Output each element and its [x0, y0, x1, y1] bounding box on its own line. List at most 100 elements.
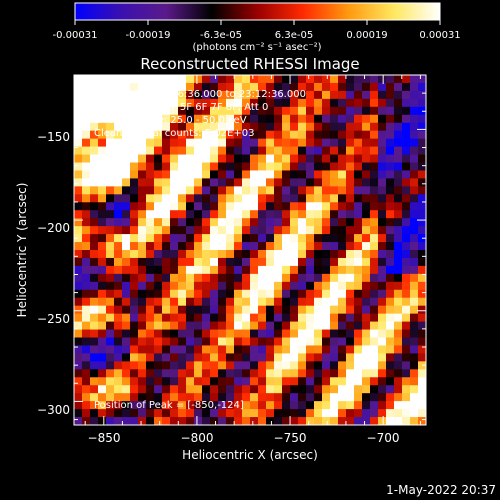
- heatmap-cell: [170, 393, 179, 402]
- heatmap-cell: [90, 409, 99, 418]
- heatmap-cell: [314, 210, 323, 219]
- heatmap-cell: [418, 138, 426, 148]
- heatmap-cell: [418, 114, 426, 124]
- heatmap-cell: [298, 417, 307, 425]
- heatmap-cell: [122, 130, 131, 140]
- heatmap-cell: [98, 345, 107, 354]
- heatmap-cell: [338, 257, 347, 267]
- heatmap-cell: [354, 170, 363, 179]
- heatmap-cell: [122, 273, 131, 283]
- heatmap-cell: [386, 377, 395, 386]
- heatmap-cell: [130, 170, 139, 179]
- heatmap-cell: [106, 361, 115, 370]
- heatmap-cell: [130, 146, 139, 156]
- heatmap-cell: [298, 106, 307, 116]
- heatmap-cell: [394, 90, 403, 100]
- heatmap-cell: [346, 186, 355, 195]
- heatmap-cell: [130, 226, 139, 235]
- heatmap-cell: [146, 106, 155, 116]
- heatmap-cell: [74, 409, 83, 418]
- heatmap-cell: [138, 281, 147, 291]
- heatmap-cell: [362, 281, 371, 291]
- heatmap-cell: [394, 289, 403, 299]
- heatmap-cell: [290, 257, 299, 267]
- heatmap-cell: [114, 122, 123, 132]
- heatmap-cell: [170, 98, 179, 108]
- heatmap-cell: [226, 234, 235, 243]
- heatmap-cell: [370, 281, 379, 291]
- heatmap-cell: [202, 130, 211, 140]
- heatmap-cell: [154, 281, 163, 291]
- heatmap-cell: [226, 321, 235, 331]
- heatmap-cell: [106, 186, 115, 195]
- heatmap-cell: [98, 75, 107, 84]
- heatmap-cell: [242, 321, 251, 331]
- heatmap-cell: [210, 90, 219, 100]
- heatmap-cell: [74, 257, 83, 267]
- heatmap-cell: [354, 329, 363, 339]
- heatmap-cell: [410, 82, 419, 92]
- heatmap-cell: [210, 417, 219, 425]
- heatmap-cell: [74, 234, 83, 243]
- heatmap-cell: [202, 234, 211, 243]
- heatmap-cell: [194, 242, 203, 251]
- heatmap-cell: [242, 257, 251, 267]
- heatmap-cell: [114, 273, 123, 283]
- heatmap-cell: [194, 329, 203, 339]
- heatmap-cell: [154, 353, 163, 362]
- heatmap-cell: [226, 257, 235, 267]
- heatmap-cell: [402, 130, 411, 140]
- heatmap-cell: [386, 122, 395, 132]
- heatmap-cell: [418, 162, 426, 172]
- heatmap-cell: [226, 369, 235, 378]
- heatmap-cell: [178, 385, 187, 394]
- heatmap-cell: [394, 281, 403, 291]
- heatmap-cell: [74, 321, 83, 331]
- heatmap-cell: [242, 98, 251, 108]
- heatmap-cell: [146, 114, 155, 124]
- annotation-time-range: 11-Jul-2004 23:06:36.000 to 23:12:36.000: [94, 89, 306, 100]
- heatmap-cell: [90, 122, 99, 132]
- heatmap-cell: [330, 313, 339, 323]
- heatmap-cell: [274, 385, 283, 394]
- heatmap-cell: [106, 154, 115, 164]
- heatmap-cell: [250, 313, 259, 323]
- heatmap-cell: [306, 154, 315, 164]
- heatmap-cell: [274, 393, 283, 402]
- chart-title: Reconstructed RHESSI Image: [140, 55, 359, 73]
- heatmap-cell: [186, 194, 195, 203]
- heatmap-cell: [178, 409, 187, 418]
- heatmap-cell: [410, 369, 419, 378]
- heatmap-cell: [258, 321, 267, 331]
- heatmap-cell: [98, 194, 107, 203]
- heatmap-cell: [210, 369, 219, 378]
- heatmap-cell: [74, 417, 83, 425]
- heatmap-cell: [178, 186, 187, 195]
- heatmap-cell: [154, 234, 163, 243]
- heatmap-cell: [338, 82, 347, 92]
- heatmap-cell: [370, 98, 379, 108]
- heatmap-cell: [378, 194, 387, 203]
- heatmap-cell: [250, 353, 259, 362]
- heatmap-cell: [154, 393, 163, 402]
- heatmap-cell: [242, 170, 251, 179]
- heatmap-cell: [314, 146, 323, 156]
- heatmap-cell: [130, 186, 139, 195]
- heatmap-cell: [122, 297, 131, 307]
- heatmap-cell: [202, 154, 211, 164]
- heatmap-cell: [402, 178, 411, 187]
- heatmap-cell: [250, 393, 259, 402]
- heatmap-cell: [114, 385, 123, 394]
- heatmap-cell: [122, 194, 131, 203]
- heatmap-cell: [338, 90, 347, 100]
- heatmap-cell: [282, 257, 291, 267]
- heatmap-cell: [178, 313, 187, 323]
- heatmap-cell: [130, 122, 139, 132]
- heatmap-cell: [98, 170, 107, 179]
- heatmap-cell: [138, 353, 147, 362]
- heatmap-cell: [418, 345, 426, 354]
- heatmap-cell: [394, 321, 403, 331]
- heatmap-cell: [386, 242, 395, 251]
- heatmap-cell: [354, 138, 363, 148]
- heatmap-cell: [266, 122, 275, 132]
